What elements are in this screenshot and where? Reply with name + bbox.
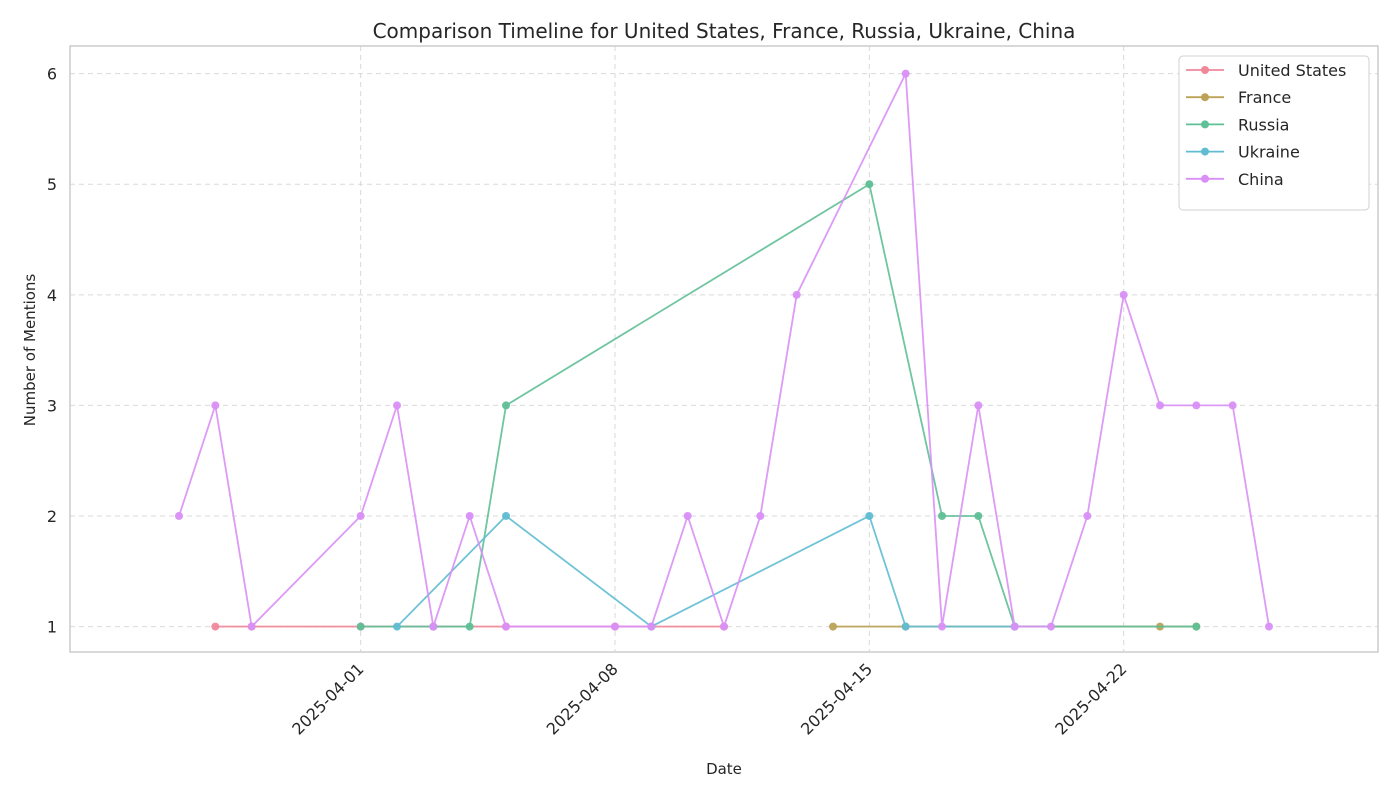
data-point-china bbox=[1047, 622, 1055, 631]
data-point-ukraine bbox=[393, 622, 401, 631]
data-point-france bbox=[829, 622, 837, 631]
data-point-china bbox=[901, 69, 910, 78]
data-point-china bbox=[1228, 401, 1237, 410]
data-point-china bbox=[502, 622, 510, 631]
data-point-china bbox=[611, 622, 619, 631]
data-point-ukraine bbox=[502, 511, 510, 520]
x-tick-label: 2025-04-15 bbox=[797, 659, 876, 738]
data-point-russia bbox=[465, 622, 474, 631]
legend-label: Ukraine bbox=[1238, 143, 1300, 162]
data-point-russia bbox=[502, 401, 510, 410]
data-point-china bbox=[1192, 401, 1201, 410]
data-point-united-states bbox=[211, 622, 220, 631]
series-russia bbox=[356, 180, 1201, 631]
data-point-russia bbox=[974, 511, 983, 520]
data-point-china bbox=[175, 511, 183, 520]
legend-swatch-marker bbox=[1201, 147, 1209, 156]
data-point-ukraine bbox=[865, 511, 874, 520]
series-china bbox=[175, 69, 1273, 631]
y-tick-label: 6 bbox=[47, 65, 57, 84]
y-tick-label: 4 bbox=[47, 286, 57, 305]
y-tick-label: 1 bbox=[47, 618, 57, 637]
legend-label: Russia bbox=[1238, 115, 1289, 134]
data-point-china bbox=[756, 511, 765, 520]
x-tick-label: 2025-04-22 bbox=[1051, 659, 1130, 738]
data-point-russia bbox=[865, 180, 874, 189]
data-point-russia bbox=[938, 511, 946, 520]
x-tick-label: 2025-04-08 bbox=[543, 659, 622, 738]
data-point-china bbox=[393, 401, 401, 410]
series-layer bbox=[175, 69, 1273, 631]
legend-label: France bbox=[1238, 88, 1291, 107]
legend-box bbox=[1178, 55, 1370, 211]
x-tick-label: 2025-04-01 bbox=[288, 659, 367, 738]
legend-item-ukraine: Ukraine bbox=[1186, 143, 1300, 162]
x-axis-label: Date bbox=[706, 760, 742, 778]
data-point-china bbox=[1265, 622, 1273, 631]
data-point-china bbox=[1119, 290, 1128, 299]
chart-title: Comparison Timeline for United States, F… bbox=[373, 19, 1076, 43]
data-point-russia bbox=[356, 622, 365, 631]
y-tick-label: 5 bbox=[47, 175, 57, 194]
data-point-china bbox=[1010, 622, 1019, 631]
y-axis-label: Number of Mentions bbox=[21, 274, 39, 427]
data-point-ukraine bbox=[901, 622, 910, 631]
series-line-ukraine bbox=[396, 515, 1015, 628]
legend-swatch-marker bbox=[1201, 93, 1209, 102]
legend-swatch-marker bbox=[1201, 120, 1209, 129]
series-line-china bbox=[178, 72, 1270, 628]
legend-swatch-marker bbox=[1201, 174, 1209, 183]
data-point-china bbox=[647, 622, 656, 631]
data-point-china bbox=[429, 622, 438, 631]
data-point-china bbox=[938, 622, 946, 631]
data-point-china bbox=[1156, 401, 1164, 410]
data-point-china bbox=[792, 290, 801, 299]
data-point-china bbox=[247, 622, 256, 631]
data-point-russia bbox=[1192, 622, 1201, 631]
legend-label: China bbox=[1238, 170, 1284, 189]
plot-frame bbox=[69, 45, 1379, 653]
ticks: 1 2 3 4 5 6 2025-04-01 2025-04-08 2025-04-15 2025… bbox=[47, 65, 1131, 739]
data-point-china bbox=[356, 511, 365, 520]
y-tick-label: 3 bbox=[47, 396, 57, 415]
legend-item-united-states: United States bbox=[1186, 61, 1346, 80]
data-point-china bbox=[720, 622, 728, 631]
legend-item-russia: Russia bbox=[1186, 115, 1289, 134]
data-point-china bbox=[211, 401, 220, 410]
legend: United States France Russia Ukraine China bbox=[1178, 55, 1370, 211]
data-point-china bbox=[1083, 511, 1092, 520]
data-point-china bbox=[465, 511, 474, 520]
legend-swatch-marker bbox=[1201, 66, 1209, 74]
data-point-china bbox=[974, 401, 983, 410]
data-point-china bbox=[683, 511, 692, 520]
y-tick-label: 2 bbox=[47, 507, 57, 526]
legend-label: United States bbox=[1238, 61, 1346, 80]
legend-item-france: France bbox=[1186, 88, 1291, 107]
legend-item-china: China bbox=[1186, 170, 1284, 189]
